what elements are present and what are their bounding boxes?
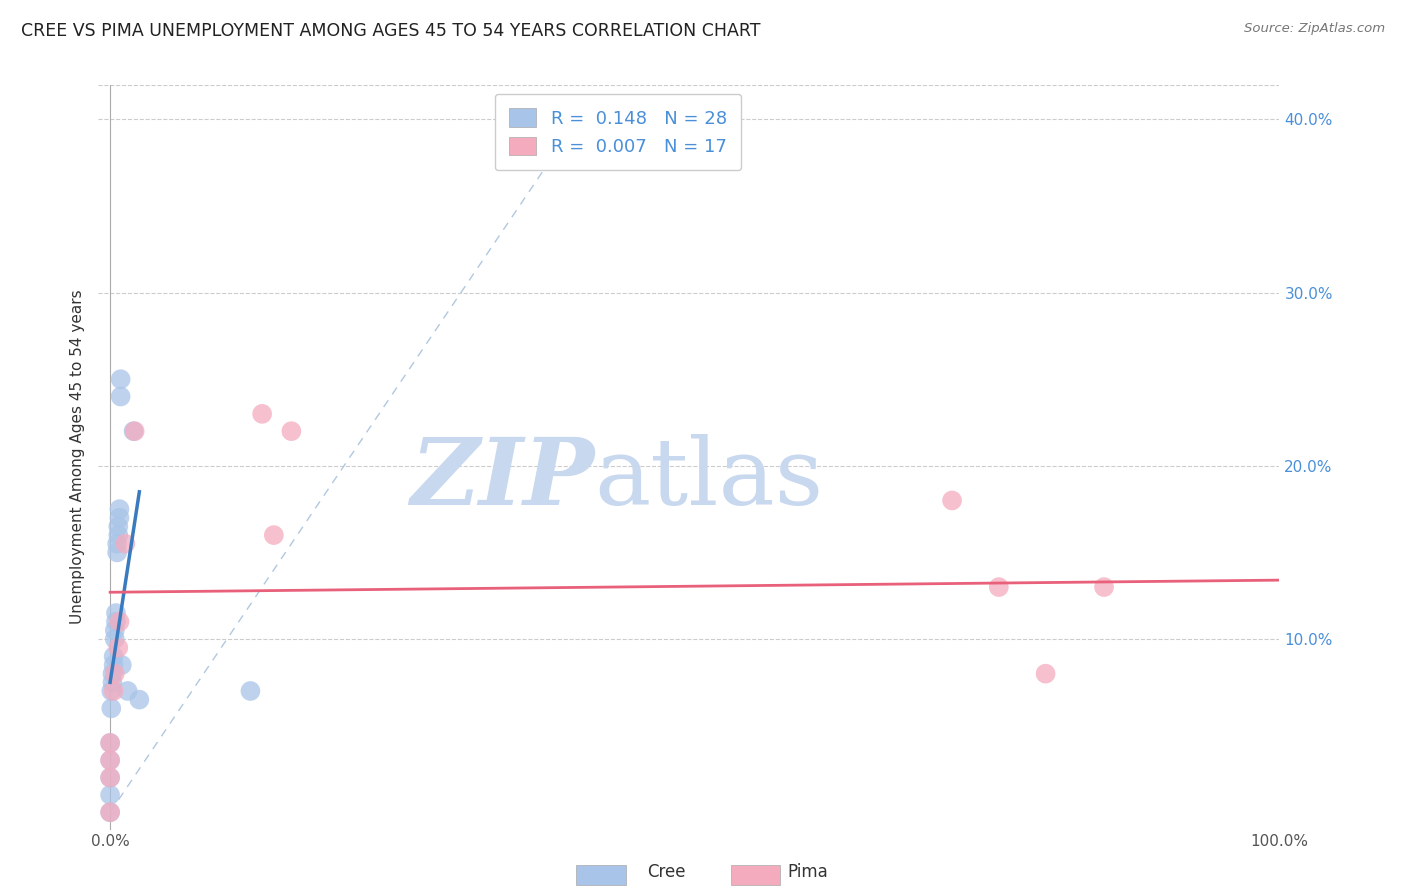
Text: atlas: atlas: [595, 434, 824, 524]
Point: [105, 537, 128, 551]
Point: [105, 545, 128, 559]
Text: Source: ZipAtlas.com: Source: ZipAtlas.com: [1244, 22, 1385, 36]
Point: [108, 615, 131, 629]
Point: [280, 424, 302, 438]
Point: [98, 771, 121, 785]
Point: [1035, 666, 1057, 681]
Point: [941, 493, 963, 508]
Legend: R =  0.148   N = 28, R =  0.007   N = 17: R = 0.148 N = 28, R = 0.007 N = 17: [495, 94, 741, 170]
Point: [114, 537, 136, 551]
Point: [103, 684, 125, 698]
Text: CREE VS PIMA UNEMPLOYMENT AMONG AGES 45 TO 54 YEARS CORRELATION CHART: CREE VS PIMA UNEMPLOYMENT AMONG AGES 45 …: [21, 22, 761, 40]
Point: [250, 407, 273, 421]
Point: [98, 805, 121, 820]
Text: ZIP: ZIP: [411, 434, 595, 524]
Point: [101, 675, 124, 690]
Point: [111, 658, 134, 673]
Point: [107, 640, 129, 655]
Point: [117, 684, 139, 698]
Point: [107, 528, 129, 542]
Point: [110, 390, 132, 404]
Point: [98, 736, 121, 750]
Point: [1092, 580, 1115, 594]
Text: Cree: Cree: [647, 863, 685, 881]
Point: [98, 736, 121, 750]
Point: [103, 658, 125, 673]
Point: [104, 666, 127, 681]
Point: [98, 771, 121, 785]
Point: [263, 528, 285, 542]
Point: [239, 684, 262, 698]
Point: [108, 510, 131, 524]
Point: [104, 632, 127, 646]
Point: [128, 692, 150, 706]
Point: [98, 753, 121, 767]
Point: [124, 424, 146, 438]
Y-axis label: Unemployment Among Ages 45 to 54 years: Unemployment Among Ages 45 to 54 years: [70, 290, 86, 624]
Point: [110, 372, 132, 386]
Point: [98, 788, 121, 802]
Point: [101, 666, 124, 681]
Point: [107, 519, 129, 533]
Point: [104, 606, 127, 620]
Point: [987, 580, 1010, 594]
Point: [104, 624, 127, 638]
Point: [98, 805, 121, 820]
Point: [108, 502, 131, 516]
Point: [122, 424, 145, 438]
Point: [100, 701, 122, 715]
Point: [100, 684, 122, 698]
Point: [98, 753, 121, 767]
Point: [103, 649, 125, 664]
Point: [104, 615, 127, 629]
Text: Pima: Pima: [787, 863, 828, 881]
